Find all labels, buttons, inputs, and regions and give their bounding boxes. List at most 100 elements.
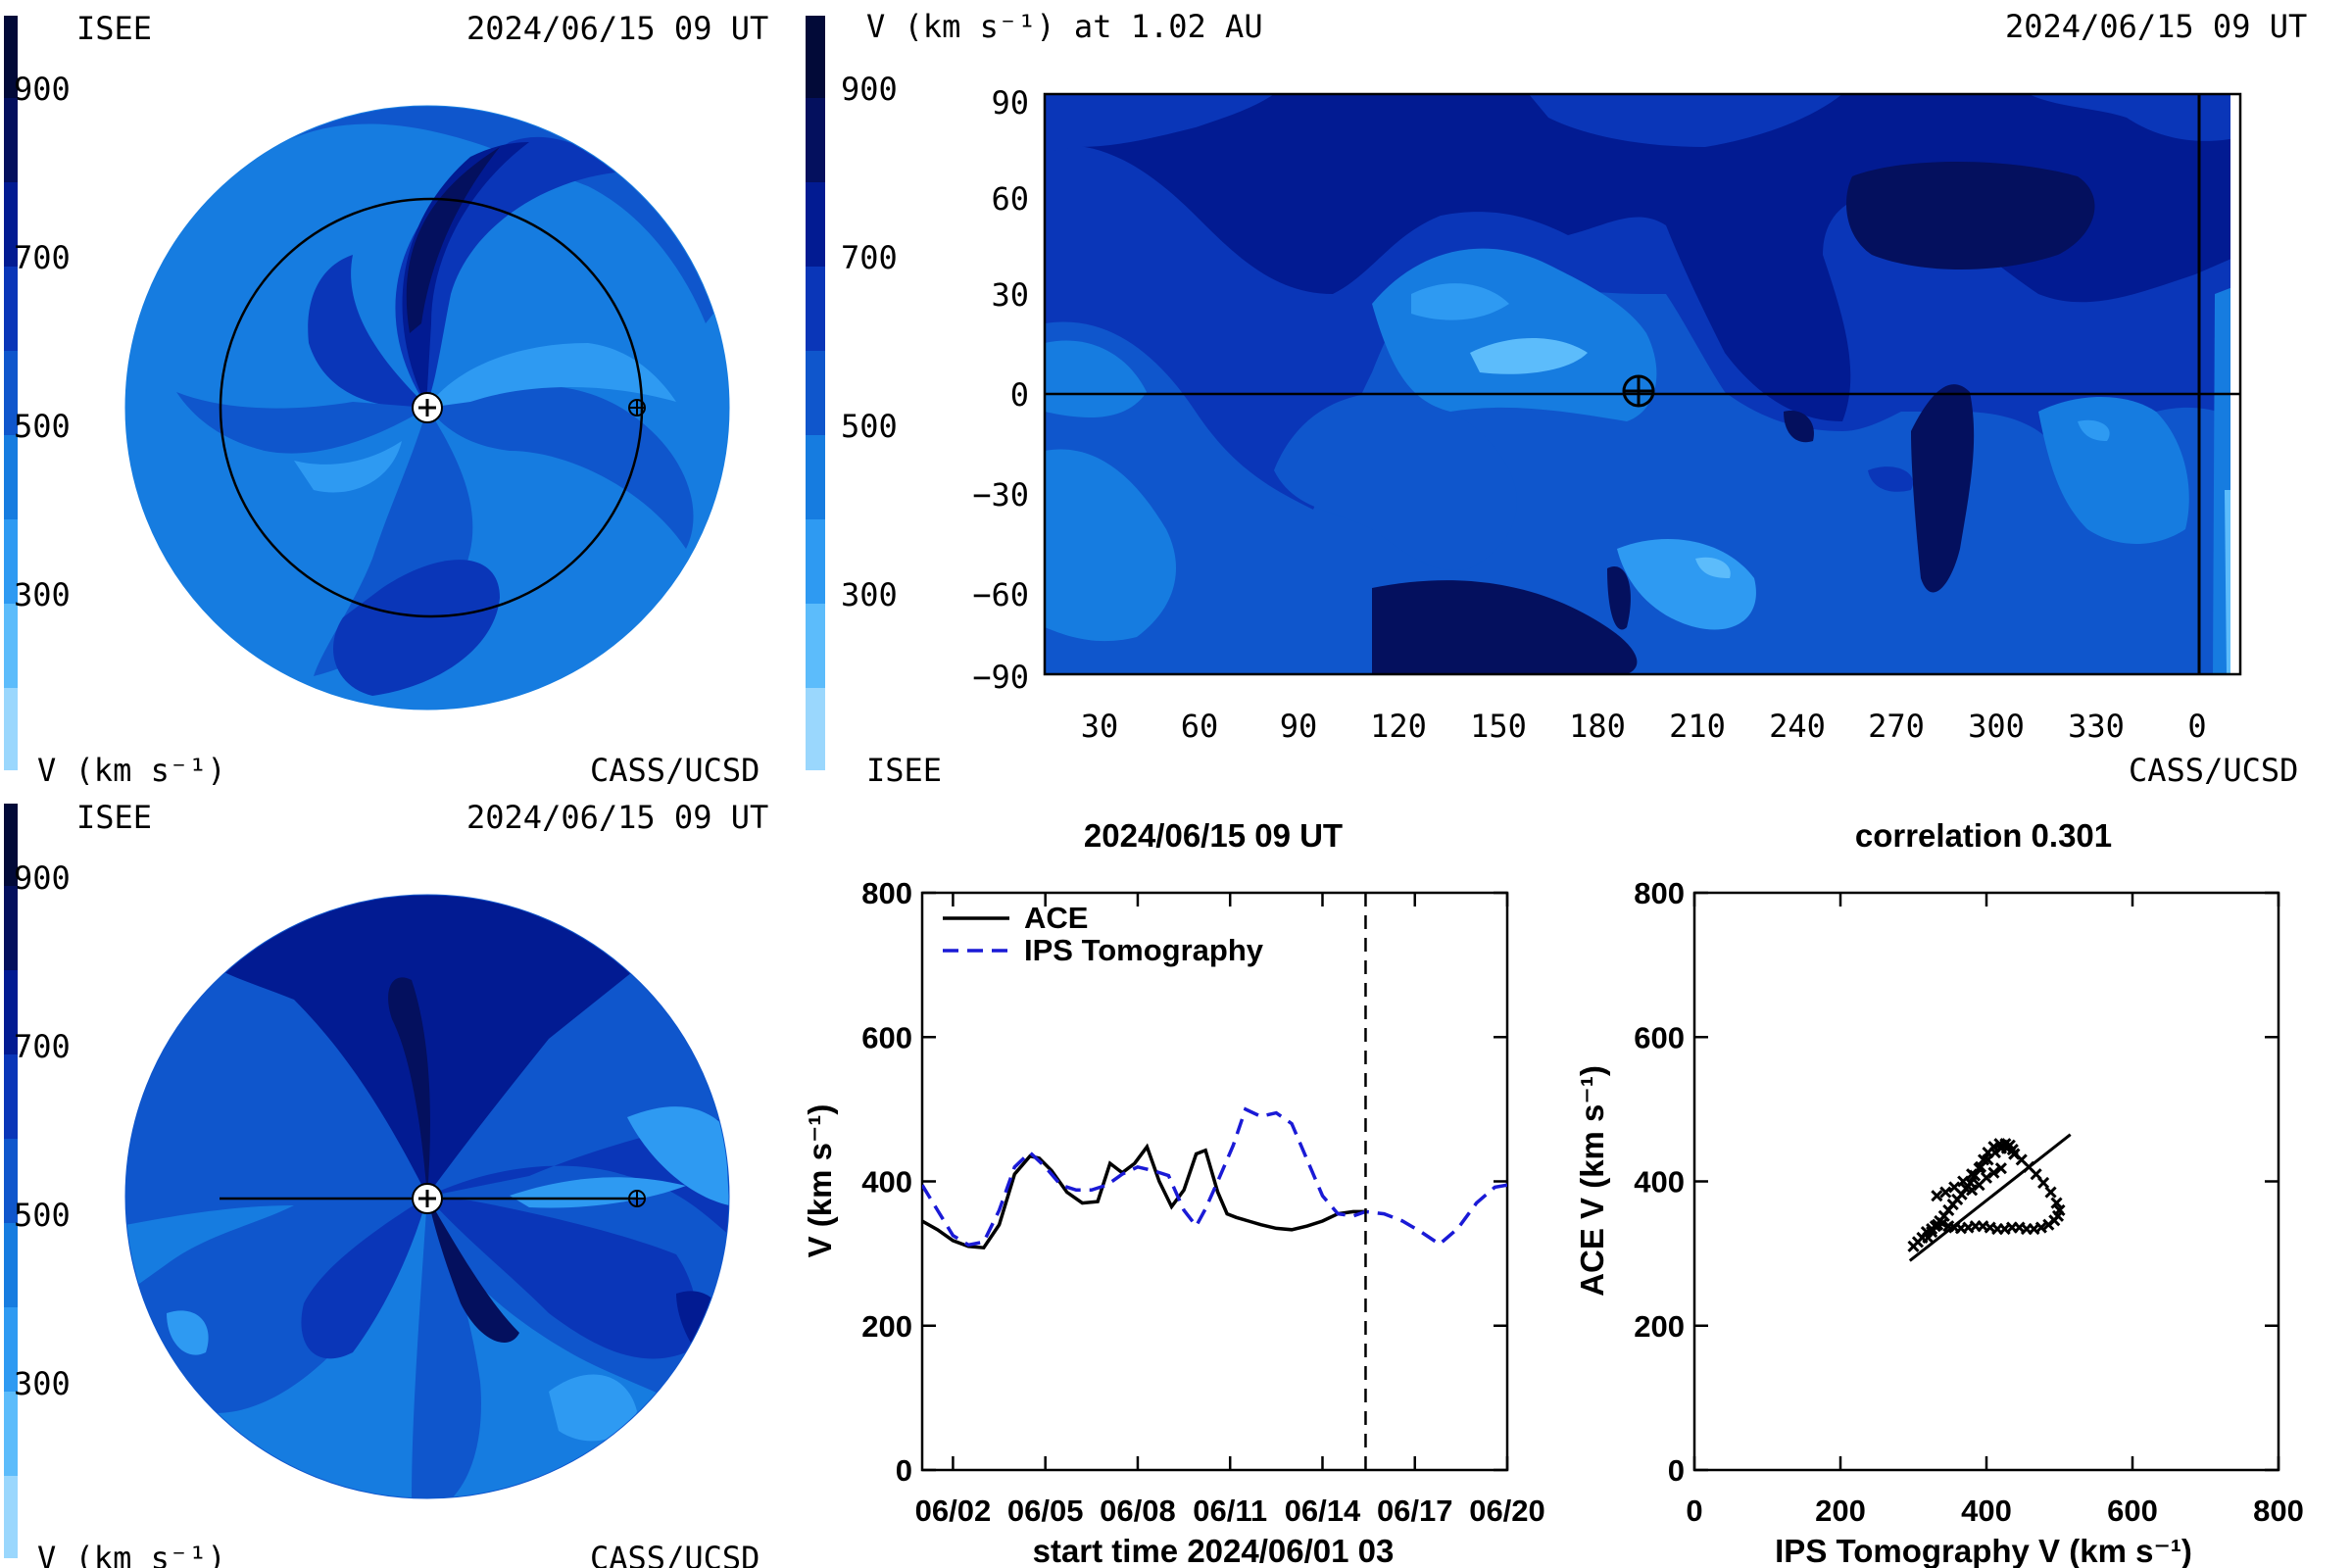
x-tick-label: 330 — [2068, 708, 2125, 745]
x-tick-label: 06/02 — [915, 1494, 992, 1528]
sun-icon — [412, 392, 443, 423]
y-tick-label: 0 — [1668, 1453, 1685, 1488]
colorbar — [4, 16, 18, 770]
colorbar-200-band — [4, 1392, 18, 1476]
x-tick-label: 06/20 — [1469, 1494, 1545, 1528]
x-tick-label: 60 — [1181, 708, 1219, 745]
earth-icon — [628, 399, 646, 416]
ips-series-line — [922, 1106, 1507, 1248]
x-tick-label: 800 — [2253, 1494, 2304, 1528]
colorbar-tick: 300 — [14, 1365, 71, 1402]
y-tick-label: 0 — [896, 1453, 912, 1488]
colorbar-tick: 900 — [14, 71, 71, 108]
x-tick-label: 30 — [1081, 708, 1119, 745]
colorbar-900-band — [4, 804, 18, 886]
scatter-point — [1977, 1153, 1990, 1166]
timestamp-label: 2024/06/15 09 UT — [466, 10, 768, 47]
x-axis-label: IPS Tomography V (km s⁻¹) — [1775, 1533, 2192, 1568]
colorbar-500-band — [4, 351, 18, 435]
y-axis: 0 200 400 600 800 — [861, 876, 1507, 1488]
org-label: ISEE — [866, 752, 942, 789]
scatter-point — [1929, 1220, 1941, 1233]
earth-icon — [1622, 374, 1655, 408]
x-tick-label: 270 — [1868, 708, 1925, 745]
colorbar-500-band — [4, 1139, 18, 1223]
colorbar-tick: 300 — [14, 576, 71, 613]
chart-title: 2024/06/15 09 UT — [1084, 817, 1343, 854]
fit-line — [1908, 1133, 2072, 1262]
ecliptic-view-panel: 900 700 500 300 ISEE 2024/06/15 09 UT V … — [4, 10, 768, 789]
org-label: ISEE — [76, 10, 152, 47]
scatter-point — [1939, 1186, 1952, 1199]
y-axis: 0 200 400 600 800 — [1634, 876, 2278, 1488]
colorbar-400-band — [4, 435, 18, 519]
colorbar-800-band — [4, 98, 18, 182]
map-title: V (km s⁻¹) at 1.02 AU — [866, 8, 1263, 45]
x-tick-label: 0 — [1686, 1494, 1702, 1528]
y-axis-label: ACE V (km s⁻¹) — [1574, 1065, 1610, 1297]
y-tick-label: 800 — [861, 876, 912, 910]
credit-label: CASS/UCSD — [2129, 752, 2298, 789]
plot-boundary — [124, 105, 730, 710]
org-label: ISEE — [76, 799, 152, 836]
scatter-point — [2053, 1203, 2066, 1217]
credit-label: CASS/UCSD — [590, 752, 760, 789]
colorbar-300-band — [4, 1307, 18, 1392]
colorbar-tick: 700 — [14, 1028, 71, 1065]
colorbar-700-band — [4, 182, 18, 267]
colorbar-800-band — [4, 886, 18, 970]
x-tick-label: 06/17 — [1377, 1494, 1453, 1528]
earth-icon — [628, 1190, 646, 1207]
x-tick-label: 06/05 — [1007, 1494, 1084, 1528]
x-axis: 06/02 06/05 06/08 06/11 06/14 06/17 06/20 — [915, 893, 1545, 1528]
y-tick-label: 400 — [861, 1165, 912, 1200]
y-tick-label: 200 — [861, 1309, 912, 1344]
scatter-point — [1987, 1166, 2000, 1179]
plot-frame — [1692, 891, 2280, 1472]
latitude-axis: 90 60 30 0 −30 −60 −90 — [972, 84, 1029, 696]
plot-boundary — [124, 894, 730, 1499]
scatter-point — [2034, 1221, 2047, 1234]
colorbar — [806, 16, 825, 770]
credit-label: CASS/UCSD — [590, 1540, 760, 1568]
x-tick-label: 150 — [1470, 708, 1527, 745]
colorbar-100-band — [4, 1476, 18, 1558]
colorbar-100-band — [806, 688, 825, 770]
units-label: V (km s⁻¹) — [37, 752, 226, 789]
colorbar-400-band — [4, 1223, 18, 1307]
y-tick-label: 400 — [1634, 1165, 1685, 1200]
map-frame — [1043, 92, 2242, 676]
y-tick-label: 90 — [991, 84, 1029, 122]
x-tick-label: 120 — [1370, 708, 1427, 745]
x-tick-label: 06/08 — [1100, 1494, 1176, 1528]
y-tick-label: −60 — [972, 576, 1029, 613]
longitude-axis: 30 60 90 120 150 180 210 240 270 300 330… — [1081, 708, 2207, 745]
colorbar-tick: 300 — [841, 576, 898, 613]
x-tick-label: 90 — [1280, 708, 1318, 745]
legend-ace-label: ACE — [1024, 901, 1088, 935]
scatter-points — [1907, 1138, 2066, 1252]
velocity-contour-map — [1045, 94, 2240, 674]
x-tick-label: 06/14 — [1285, 1494, 1361, 1528]
colorbar-tick: 700 — [14, 239, 71, 276]
colorbar-tick: 500 — [14, 1197, 71, 1234]
colorbar-700-band — [806, 182, 825, 267]
legend-ips-label: IPS Tomography — [1024, 933, 1264, 967]
synoptic-map-panel: 900 700 500 300 V (km s⁻¹) at 1.02 AU 20… — [806, 8, 2307, 789]
x-tick-label: 240 — [1769, 708, 1826, 745]
y-axis-label: V (km s⁻¹) — [802, 1104, 838, 1258]
correlation-scatter-chart: correlation 0.301 0 200 400 600 800 0 200 400 6… — [1574, 817, 2304, 1568]
scatter-point — [1948, 1181, 1961, 1194]
units-label: V (km s⁻¹) — [37, 1540, 226, 1568]
y-tick-label: 30 — [991, 276, 1029, 314]
colorbar-900-band — [4, 16, 18, 98]
scatter-point — [2044, 1186, 2057, 1199]
colorbar-900-band — [806, 16, 825, 98]
scatter-point — [2050, 1197, 2063, 1209]
scatter-point — [1926, 1225, 1938, 1239]
timestamp-label: 2024/06/15 09 UT — [2005, 8, 2307, 45]
colorbar-600-band — [4, 267, 18, 351]
sun-icon — [412, 1183, 443, 1214]
